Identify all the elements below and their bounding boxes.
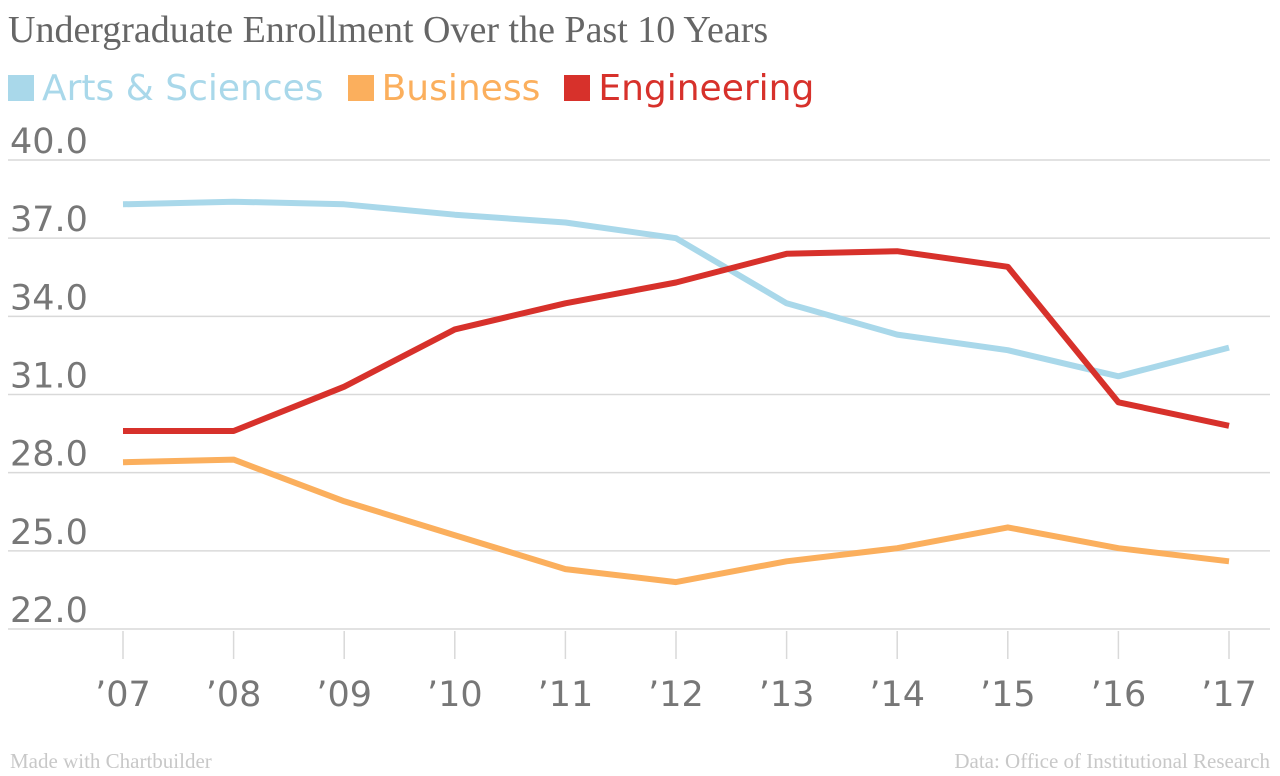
x-tick-label: ’15 [980, 675, 1036, 715]
x-tick-label: ’10 [427, 675, 483, 715]
x-tick-label: ’17 [1201, 675, 1257, 715]
x-tick-label: ’16 [1091, 675, 1147, 715]
y-tick-label: 28.0 [10, 435, 88, 475]
x-tick-label: ’07 [95, 675, 151, 715]
y-tick-label: 34.0 [10, 278, 88, 318]
y-tick-label: 31.0 [10, 357, 88, 397]
x-tick-label: ’12 [648, 675, 704, 715]
y-tick-label: 37.0 [10, 200, 88, 240]
series-line-business [122, 456, 1230, 586]
legend-item-arts-sciences: Arts & Sciences [8, 68, 324, 109]
y-tick-label: 25.0 [10, 513, 88, 553]
legend: Arts & Sciences Business Engineering [8, 64, 838, 112]
footer-credit: Made with Chartbuilder [10, 749, 212, 773]
x-tick-label: ’13 [759, 675, 815, 715]
legend-swatch-arts-sciences [8, 75, 34, 101]
x-tick-label: ’09 [316, 675, 372, 715]
x-tick-label: ’08 [206, 675, 262, 715]
legend-item-business: Business [347, 67, 541, 109]
footer-source: Data: Office of Institutional Research [954, 749, 1270, 773]
series-line-arts-sciences [122, 198, 1230, 380]
legend-swatch-business [347, 75, 374, 101]
y-tick-label: 40.0 [10, 122, 88, 162]
legend-label-business: Business [381, 67, 541, 109]
legend-swatch-engineering [564, 75, 591, 101]
legend-label-arts-sciences: Arts & Sciences [42, 67, 324, 109]
series-line-engineering [123, 248, 1230, 434]
legend-label-engineering: Engineering [598, 67, 815, 109]
x-tick-label: ’14 [869, 675, 925, 715]
x-tick-label: ’11 [538, 675, 594, 715]
chart-title: Undergraduate Enrollment Over the Past 1… [8, 9, 769, 51]
legend-item-engineering: Engineering [564, 68, 814, 109]
y-tick-label: 22.0 [10, 591, 88, 631]
